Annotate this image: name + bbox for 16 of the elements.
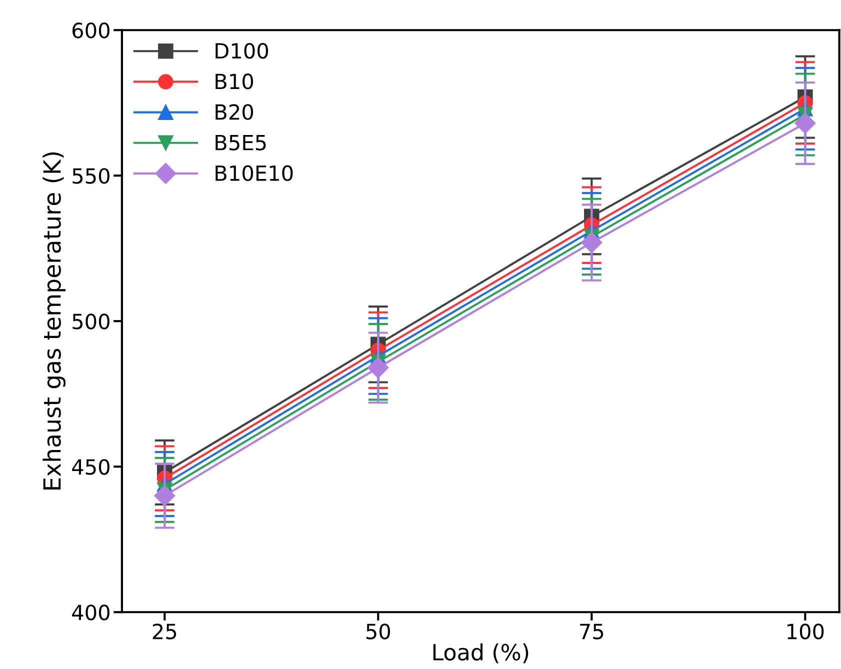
legend-label: D100 <box>216 42 268 59</box>
x-tick-label: 25 <box>152 624 176 640</box>
legend-label: B10E10 <box>216 165 293 182</box>
legend-label: B20 <box>216 104 254 120</box>
x-tick-label: 75 <box>580 624 604 640</box>
y-tick-label: 600 <box>72 22 110 38</box>
y-tick-label: 550 <box>72 168 110 184</box>
y-tick-label: 500 <box>72 314 110 330</box>
y-tick-label: 400 <box>72 604 110 620</box>
x-tick-label: 50 <box>366 624 390 640</box>
legend-label: B5E5 <box>216 134 266 150</box>
y-tick-label: 450 <box>72 459 110 475</box>
y-axis-title: Exhaust gas temperature (K) <box>42 152 66 490</box>
legend-label: B10 <box>216 74 254 90</box>
x-tick-label: 100 <box>788 624 824 640</box>
x-axis-title: Load (%) <box>433 643 528 664</box>
